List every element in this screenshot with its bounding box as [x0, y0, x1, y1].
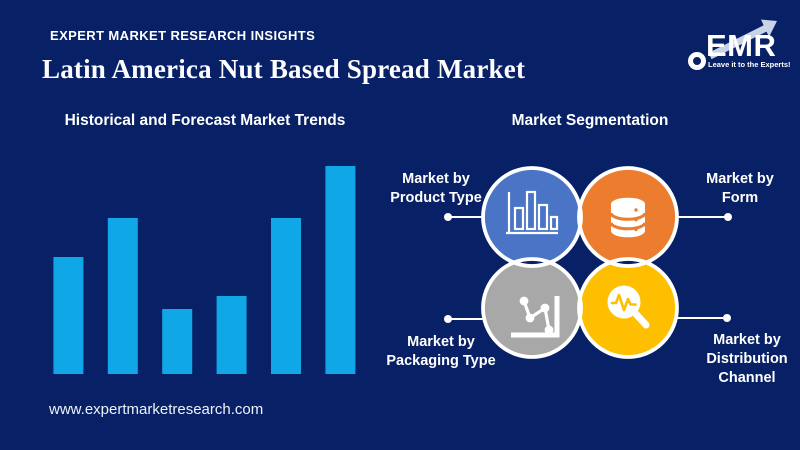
logo-wordmark: EMR: [706, 28, 777, 63]
segmentation-venn-diagram: [481, 166, 679, 359]
bar-chart-icon: [506, 190, 559, 235]
connector-line-distribution-channel: [677, 317, 723, 319]
logo-tagline: Leave it to the Experts!: [708, 60, 791, 69]
connector-line-product-type: [451, 216, 483, 218]
left-panel-heading: Historical and Forecast Market Trends: [64, 112, 346, 129]
segment-label-product-type: Market by Product Type: [390, 171, 482, 206]
emr-logo: EMR Leave it to the Experts!: [680, 6, 791, 72]
circle-product-type: [483, 168, 581, 266]
page-title: Latin America Nut Based Spread Market: [42, 54, 526, 84]
connector-dot-distribution-channel: [723, 314, 731, 322]
growth-arrow-icon: [708, 19, 777, 60]
bar: [216, 296, 247, 374]
venn-rings: [481, 166, 679, 359]
bar: [162, 309, 193, 374]
connector-dot-form: [724, 213, 732, 221]
bar: [325, 166, 356, 374]
magnifier-pulse-icon: [607, 285, 650, 329]
bar-chart: [53, 166, 356, 374]
brand-tagline: EXPERT MARKET RESEARCH INSIGHTS: [50, 28, 316, 43]
segment-label-form: Market by Form: [706, 171, 774, 206]
bar: [271, 218, 301, 374]
website-url: www.expertmarketresearch.com: [49, 401, 264, 418]
scatter-line-chart-icon: [511, 296, 560, 338]
database-icon: [609, 197, 647, 238]
connector-line-form: [678, 216, 725, 218]
right-panel-heading: Market Segmentation: [511, 112, 669, 129]
segment-label-packaging-type: Market by Packaging Type: [386, 334, 496, 369]
connector-dot-packaging-type: [444, 315, 452, 323]
connector-line-packaging-type: [451, 318, 484, 320]
connector-dot-product-type: [444, 213, 452, 221]
bar: [53, 257, 84, 374]
logo-donut-icon: [688, 52, 706, 70]
bar: [107, 218, 138, 374]
segment-label-distribution-channel: Market by Distribution Channel: [706, 332, 788, 386]
